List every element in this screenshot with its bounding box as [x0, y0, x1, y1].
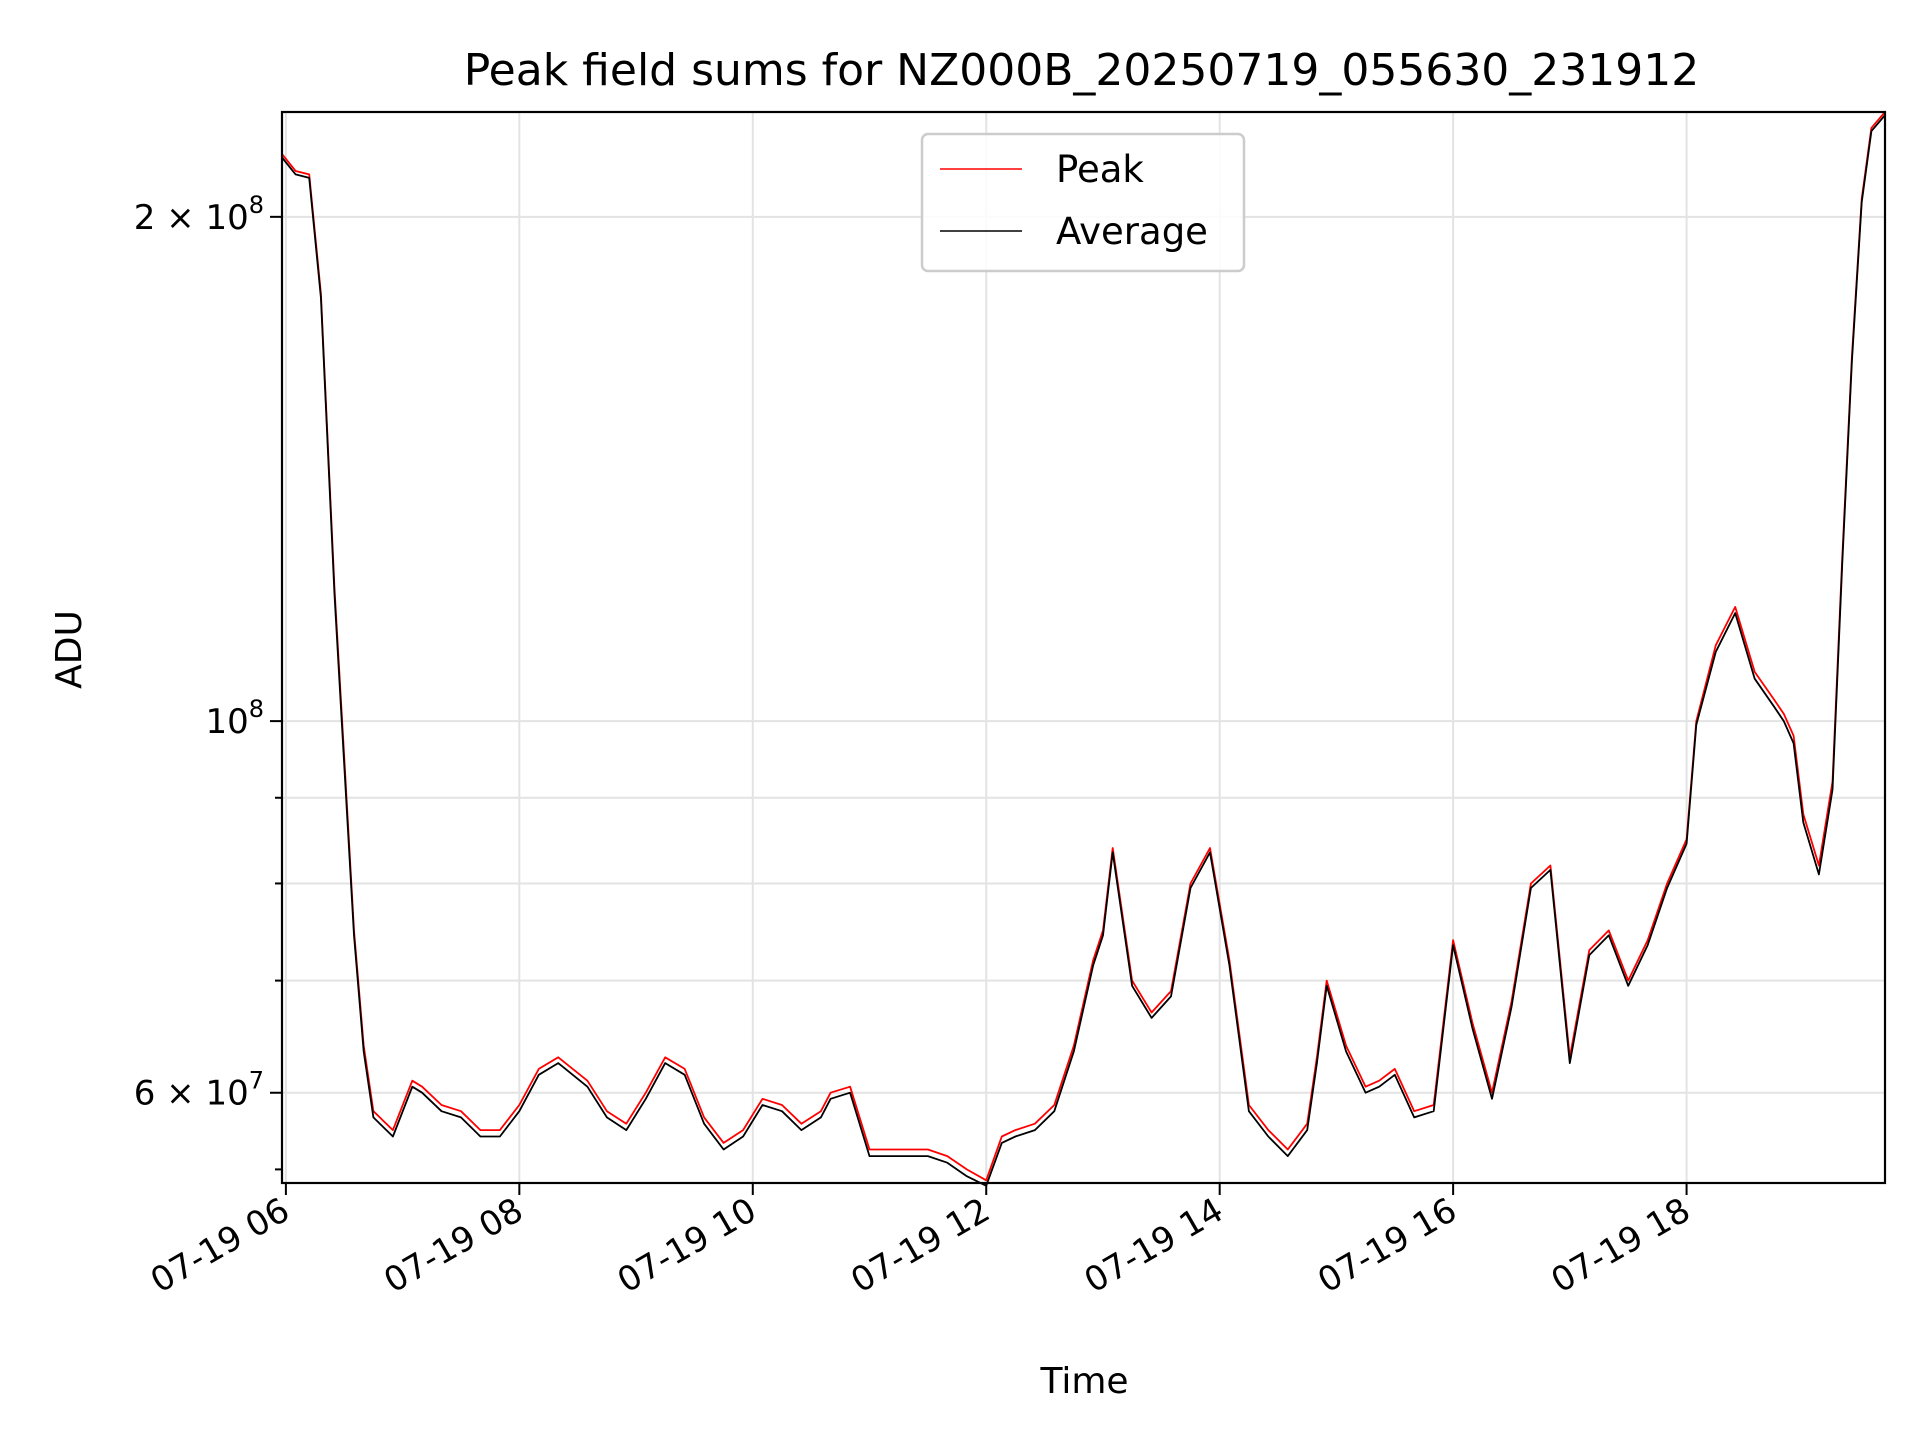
y-tick-label: 2 × 108 [134, 191, 264, 238]
legend: Peak Average [920, 132, 1246, 273]
plot-frame [280, 110, 1887, 1185]
x-axis-label: Time [1039, 1361, 1128, 1402]
series-lines [281, 111, 1886, 1187]
y-tick-label: 108 [205, 695, 264, 742]
chart-title: Peak field sums for NZ000B_20250719_0556… [464, 45, 1700, 96]
y-axis-label: ADU [49, 610, 90, 689]
legend-label-peak: Peak [1056, 148, 1144, 191]
series-line-average [281, 114, 1886, 1187]
legend-label-average: Average [1056, 210, 1208, 253]
y-tick-label: 6 × 107 [134, 1067, 264, 1114]
